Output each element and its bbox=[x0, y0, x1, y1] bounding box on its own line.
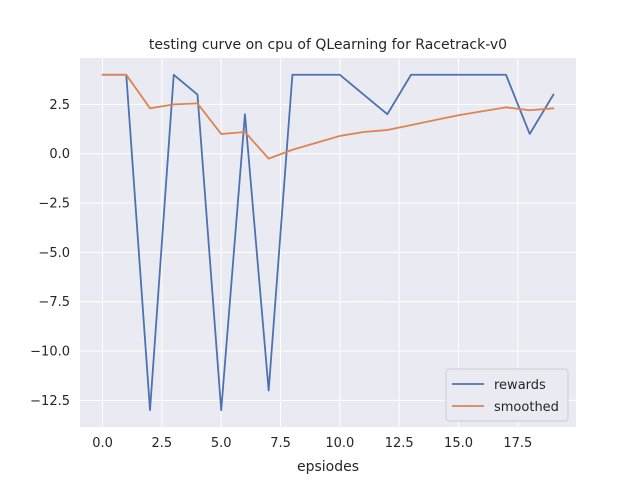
x-tick-label: 10.0 bbox=[325, 436, 354, 451]
legend-box bbox=[445, 368, 569, 422]
x-tick-label: 2.5 bbox=[152, 436, 173, 451]
grid bbox=[80, 58, 576, 427]
series-line-smoothed bbox=[101, 73, 555, 160]
x-axis-label: epsiodes bbox=[297, 459, 359, 475]
x-tick-label: 12.5 bbox=[385, 436, 414, 451]
x-tick-label: 7.5 bbox=[270, 436, 291, 451]
y-ticks: 2.5 0.0 −2.5 −5.0 −7.5 −10.0 −12.5 bbox=[30, 98, 70, 409]
y-tick-label: −2.5 bbox=[38, 197, 70, 212]
legend-label-smoothed: smoothed bbox=[494, 400, 559, 415]
y-tick-label: 0.0 bbox=[49, 147, 70, 162]
y-tick-label: −7.5 bbox=[38, 295, 70, 310]
x-tick-label: 15.0 bbox=[444, 436, 473, 451]
x-tick-label: 5.0 bbox=[211, 436, 232, 451]
series-layer bbox=[101, 73, 555, 412]
x-tick-label: 0.0 bbox=[92, 436, 113, 451]
chart-title: testing curve on cpu of QLearning for Ra… bbox=[149, 37, 507, 53]
x-ticks: 0.0 2.5 5.0 7.5 10.0 12.5 15.0 17.5 bbox=[92, 436, 532, 451]
series-line-rewards bbox=[101, 73, 555, 412]
x-tick-label: 17.5 bbox=[503, 436, 532, 451]
y-tick-label: −10.0 bbox=[30, 345, 70, 360]
y-tick-label: −12.5 bbox=[30, 394, 70, 409]
legend-label-rewards: rewards bbox=[494, 378, 546, 393]
y-tick-label: 2.5 bbox=[49, 98, 70, 113]
y-tick-label: −5.0 bbox=[38, 246, 70, 261]
legend: rewards smoothed bbox=[445, 368, 569, 422]
